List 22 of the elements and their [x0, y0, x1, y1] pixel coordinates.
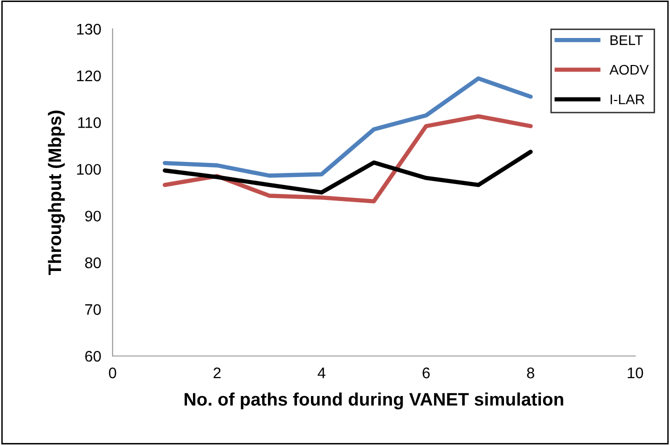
x-tick-label: 10: [628, 368, 644, 378]
x-tick-label: 6: [422, 368, 430, 378]
legend-label: BELT: [610, 35, 643, 45]
x-axis-title: No. of paths found during VANET simulation: [184, 392, 564, 410]
x-tick-label: 8: [527, 368, 534, 378]
line-series: [162, 114, 533, 204]
line-series: [162, 150, 533, 195]
y-tick-label: 100: [77, 164, 101, 175]
y-tick-label: 90: [85, 210, 101, 222]
x-tick-label: 0: [108, 368, 116, 378]
y-tick-label: 60: [85, 350, 101, 362]
y-tick-label: 130: [77, 24, 101, 35]
y-tick-label: 70: [85, 304, 101, 315]
y-axis-title: Throughput (Mbps): [48, 110, 65, 275]
x-tick-label: 2: [214, 368, 221, 378]
y-tick-label: 80: [85, 257, 101, 268]
y-tick-label: 110: [78, 117, 101, 128]
legend-label: I-LAR: [610, 94, 644, 104]
line-series: [162, 76, 533, 178]
x-tick-label: 4: [318, 368, 326, 378]
legend-label: AODV: [609, 64, 649, 75]
y-tick-label: 120: [77, 70, 101, 82]
